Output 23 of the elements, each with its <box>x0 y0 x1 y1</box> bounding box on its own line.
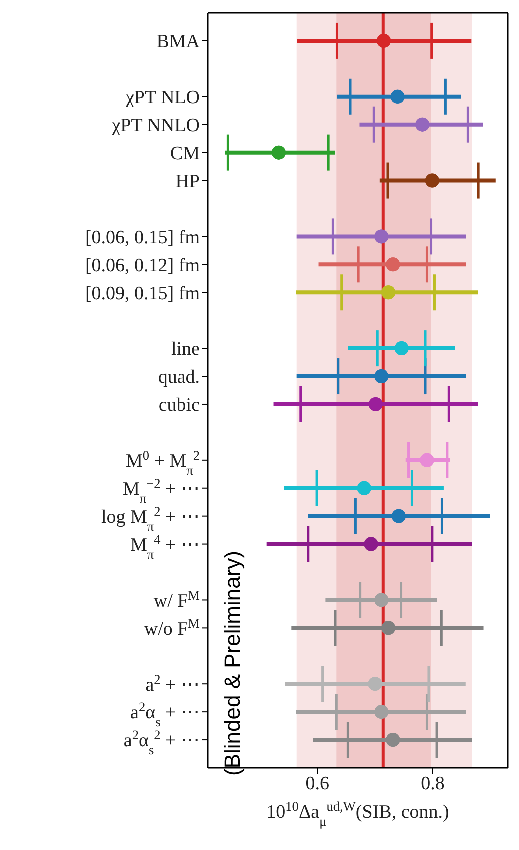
y-tick-label: line <box>172 339 200 360</box>
y-tick-label: w/o F$^{M}$ <box>144 615 200 640</box>
y-tick-label: a$^{2}$α$_{s}$ + ⋯ <box>130 699 200 730</box>
y-tick-label: a$^{2}$ + ⋯ <box>146 671 200 696</box>
y-tick-label: BMA <box>156 32 200 53</box>
y-tick-label: w/ F$^{M}$ <box>154 587 200 612</box>
y-tick-label: quad. <box>158 367 200 388</box>
y-tick-label: χPT NNLO <box>111 116 200 136</box>
y-tick-label: M$_{π}$$^{−2}$ + ⋯ <box>123 476 200 506</box>
x-tick-label: 0.8 <box>421 773 445 794</box>
y-tick-label: log M$_{π}$$^{2}$ + ⋯ <box>101 503 200 534</box>
y-tick-label: [0.06, 0.12] fm <box>85 255 200 276</box>
y-tick-label: HP <box>176 171 200 192</box>
y-tick-label: cubic <box>158 395 200 416</box>
y-tick-label: [0.09, 0.15] fm <box>85 283 200 304</box>
y-tick-label: χPT NLO <box>124 88 200 109</box>
y-tick-label: M$_{π}$$^{4}$ + ⋯ <box>130 531 200 562</box>
x-tick-label: 0.6 <box>306 773 330 794</box>
y-tick-label: [0.06, 0.15] fm <box>85 227 200 248</box>
y-tick-label: CM <box>170 143 200 164</box>
annotation: (Blinded & Preliminary) <box>220 551 246 776</box>
y-tick-label: a$^{2}$α$_{s}$$^{2}$ + ⋯ <box>124 727 200 758</box>
x-axis-title: 10$^{10}$Δa$_{μ}$$^{ud,W}$(SIB, conn.) <box>266 798 450 828</box>
